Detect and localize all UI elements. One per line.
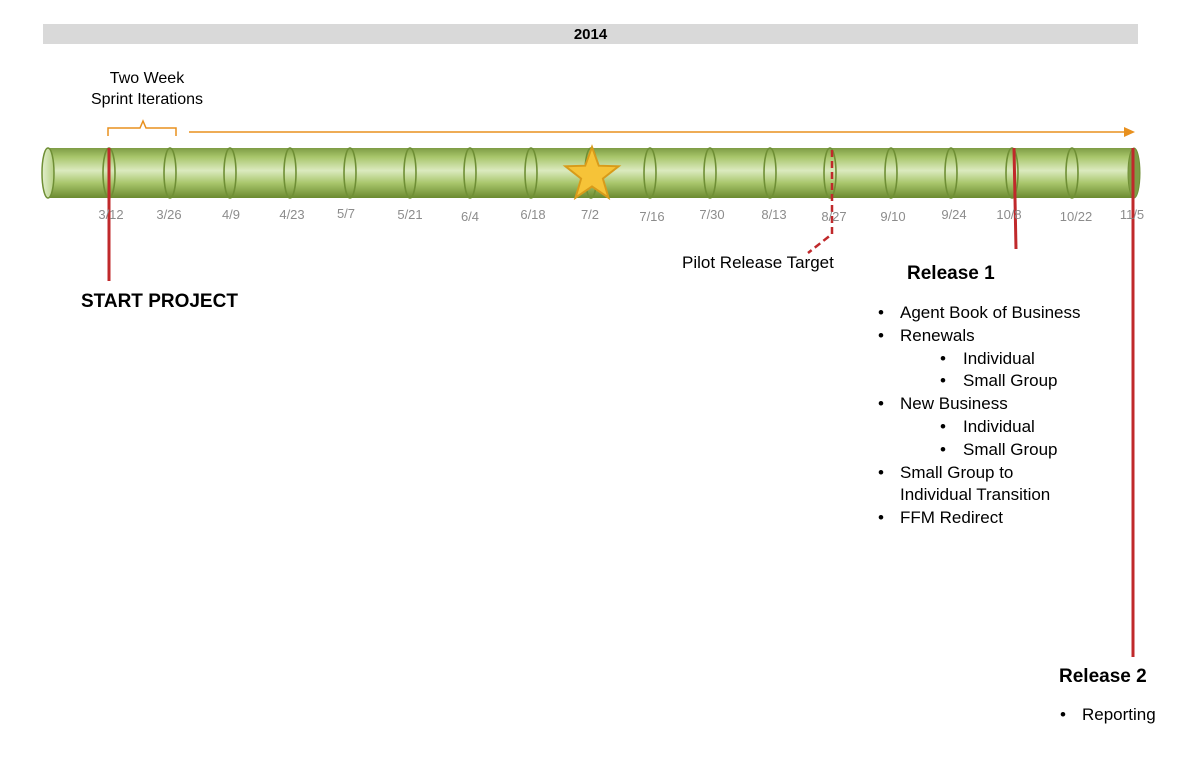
release2-feature-list: Reporting xyxy=(1058,704,1156,727)
tube-segment-ring xyxy=(643,147,657,199)
release1-feature-list: Agent Book of BusinessRenewalsIndividual… xyxy=(876,302,1081,530)
release1-title: Release 1 xyxy=(907,263,995,284)
date-label: 8/27 xyxy=(821,209,847,224)
date-label: 10/8 xyxy=(996,207,1022,222)
tube-segment-rings xyxy=(102,147,1079,199)
tube-segment-ring xyxy=(884,147,898,199)
date-label: 8/13 xyxy=(761,207,787,222)
start-project-label: START PROJECT xyxy=(81,291,238,312)
feature-item: Agent Book of Business xyxy=(876,302,1081,325)
date-label: 4/23 xyxy=(279,207,305,222)
date-label: 7/30 xyxy=(699,207,725,222)
feature-item: Small Group xyxy=(876,370,1081,393)
pilot-release-marker xyxy=(807,150,834,254)
feature-item: Small Group to xyxy=(876,462,1081,485)
date-label: 9/10 xyxy=(880,209,906,224)
feature-item: New Business xyxy=(876,393,1081,416)
date-label: 4/9 xyxy=(221,207,241,222)
pilot-release-label: Pilot Release Target xyxy=(682,253,834,272)
feature-item: Individual xyxy=(876,416,1081,439)
year-label: 2014 xyxy=(573,26,608,43)
tube-segment-ring xyxy=(163,147,177,199)
feature-item: Individual xyxy=(876,348,1081,371)
tube-segment-ring xyxy=(403,147,417,199)
sprint-label-line1: Two Week xyxy=(109,70,185,87)
timeline-arrowhead xyxy=(1124,127,1135,137)
feature-item: Renewals xyxy=(876,325,1081,348)
tube-segment-ring xyxy=(524,147,538,199)
sprint-iterations-label: Two Week Sprint Iterations xyxy=(72,68,222,110)
tube-segment-ring xyxy=(703,147,717,199)
pilot-star-icon xyxy=(562,144,622,201)
release2-title: Release 2 xyxy=(1059,666,1147,687)
date-label: 5/7 xyxy=(336,206,356,221)
tube-left-cap xyxy=(41,147,55,199)
tube-segment-ring xyxy=(223,147,237,199)
tube-segment-ring xyxy=(823,147,837,199)
date-label: 6/18 xyxy=(520,207,546,222)
feature-item: FFM Redirect xyxy=(876,507,1081,530)
tube-segment-ring xyxy=(944,147,958,199)
tube-segment-ring xyxy=(343,147,357,199)
feature-item: Small Group xyxy=(876,439,1081,462)
date-label: 10/22 xyxy=(1059,209,1093,224)
year-header-bar: 2014 xyxy=(43,24,1138,44)
tube-segment-ring xyxy=(1065,147,1079,199)
release1-marker xyxy=(1012,147,1018,250)
feature-item: Reporting xyxy=(1058,704,1156,727)
date-label: 5/21 xyxy=(397,207,423,222)
date-label: 11/5 xyxy=(1119,207,1145,222)
date-label: 3/26 xyxy=(156,207,182,222)
sprint-label-line2: Sprint Iterations xyxy=(90,91,204,108)
date-label: 7/16 xyxy=(639,209,665,224)
tube-segment-ring xyxy=(763,147,777,199)
tube-segment-ring xyxy=(463,147,477,199)
tube-segment-ring xyxy=(1005,147,1019,199)
date-label: 6/4 xyxy=(460,209,480,224)
date-label: 3/12 xyxy=(98,207,124,222)
tube-segment-ring xyxy=(283,147,297,199)
date-label: 9/24 xyxy=(941,207,967,222)
date-label: 7/2 xyxy=(580,207,600,222)
sprint-bracket xyxy=(107,119,177,136)
feature-item: Individual Transition xyxy=(900,485,1051,505)
